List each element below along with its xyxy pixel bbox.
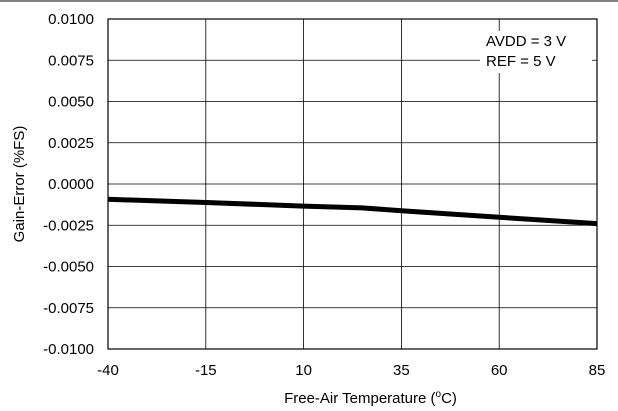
y-tick-label: -0.0100 bbox=[43, 341, 94, 358]
y-axis-label: Gain-Error (%FS) bbox=[11, 126, 28, 243]
x-tick-label: 60 bbox=[491, 362, 508, 379]
x-axis-label: Free-Air Temperature (oC) bbox=[284, 389, 457, 407]
y-tick-label: 0.0050 bbox=[48, 94, 94, 111]
y-tick-label: 0.0100 bbox=[48, 11, 94, 28]
annotation-avdd: AVDD = 3 V bbox=[486, 33, 566, 50]
x-tick-labels: -40 -15 10 35 60 85 bbox=[97, 362, 605, 379]
series-line bbox=[107, 196, 598, 227]
y-tick-label: 0.0075 bbox=[48, 52, 94, 69]
x-tick-label: -15 bbox=[195, 362, 217, 379]
y-tick-label: -0.0075 bbox=[43, 300, 94, 317]
annotation-box bbox=[480, 31, 592, 73]
x-tick-label: 35 bbox=[393, 362, 410, 379]
y-tick-labels: 0.0100 0.0075 0.0050 0.0025 0.0000 -0.0025 -0.… bbox=[43, 11, 94, 358]
y-tick-label: 0.0000 bbox=[48, 176, 94, 193]
x-axis-label-text: Free-Air Temperature ( bbox=[284, 390, 435, 407]
y-tick-label: -0.0050 bbox=[43, 259, 94, 276]
x-axis-label-degree: o bbox=[436, 389, 442, 400]
x-tick-label: 85 bbox=[589, 362, 606, 379]
x-axis-label-unit: C) bbox=[441, 390, 457, 407]
y-tick-label: 0.0025 bbox=[48, 135, 94, 152]
x-tick-label: 10 bbox=[295, 362, 312, 379]
y-tick-label: -0.0025 bbox=[43, 217, 94, 234]
x-tick-label: -40 bbox=[97, 362, 119, 379]
plot-frame bbox=[107, 18, 598, 350]
annotation-ref: REF = 5 V bbox=[486, 53, 556, 70]
